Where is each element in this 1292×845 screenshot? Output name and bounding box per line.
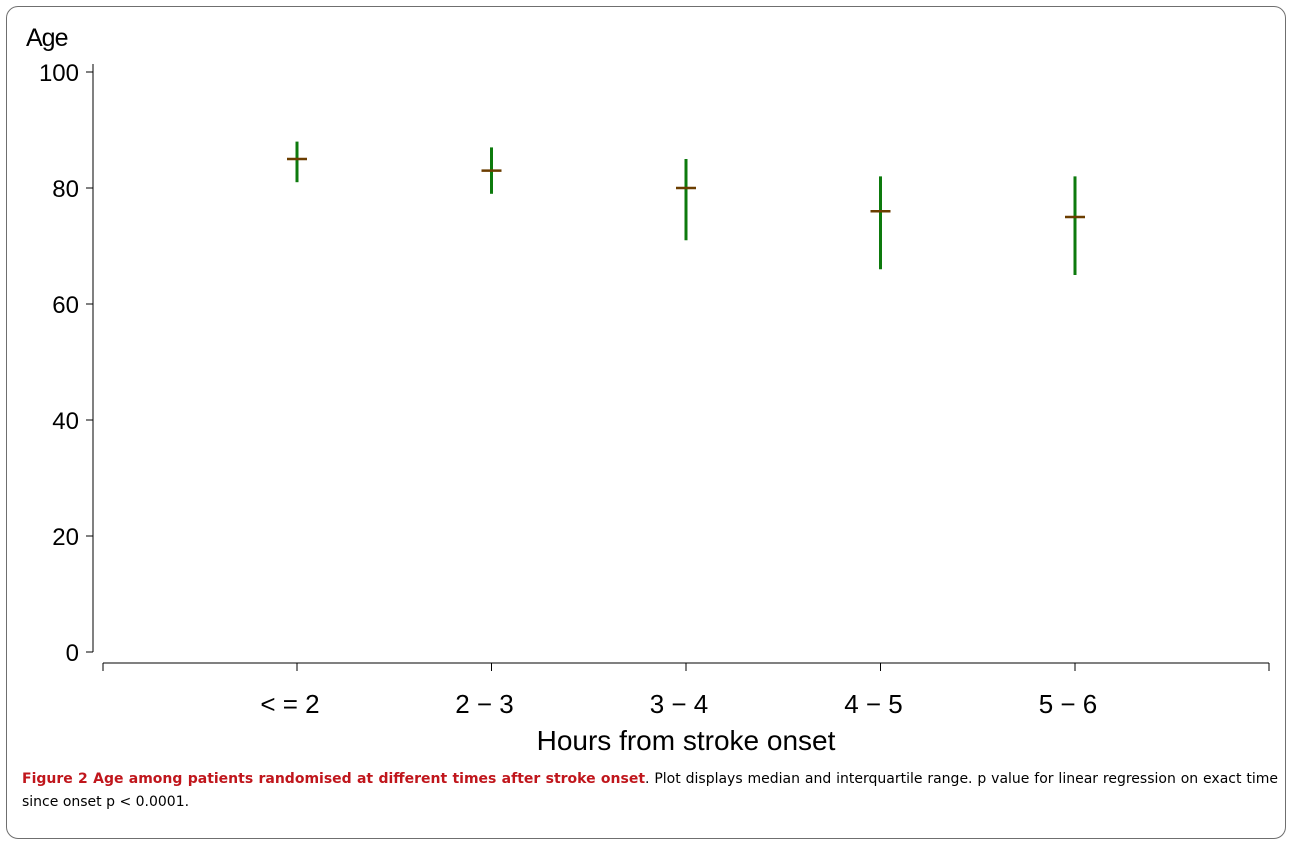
y-tick-label: 0: [66, 640, 79, 667]
y-tick-label: 40: [52, 408, 79, 435]
x-axis-title: Hours from stroke onset: [537, 725, 836, 756]
y-tick-label: 100: [39, 60, 79, 87]
x-tick-label: 2 − 3: [455, 689, 514, 719]
caption-title: Figure 2 Age among patients randomised a…: [22, 771, 646, 787]
figure-frame: [6, 6, 1286, 839]
x-tick-label: < = 2: [260, 689, 319, 719]
y-tick-label: 80: [52, 176, 79, 203]
x-tick-label: 5 − 6: [1039, 689, 1098, 719]
x-tick-label: 3 − 4: [650, 689, 709, 719]
caption-body: . Plot displays median and interquartile…: [22, 771, 1278, 810]
chart: Age Hours from stroke onset 0 20 40 60 80 100…: [26, 24, 1270, 756]
x-tick-label: 4 − 5: [844, 689, 903, 719]
figure-caption: Figure 2 Age among patients randomised a…: [22, 768, 1278, 814]
y-tick-label: 60: [52, 292, 79, 319]
y-axis-title: Age: [26, 24, 68, 52]
y-tick-label: 20: [52, 524, 79, 551]
